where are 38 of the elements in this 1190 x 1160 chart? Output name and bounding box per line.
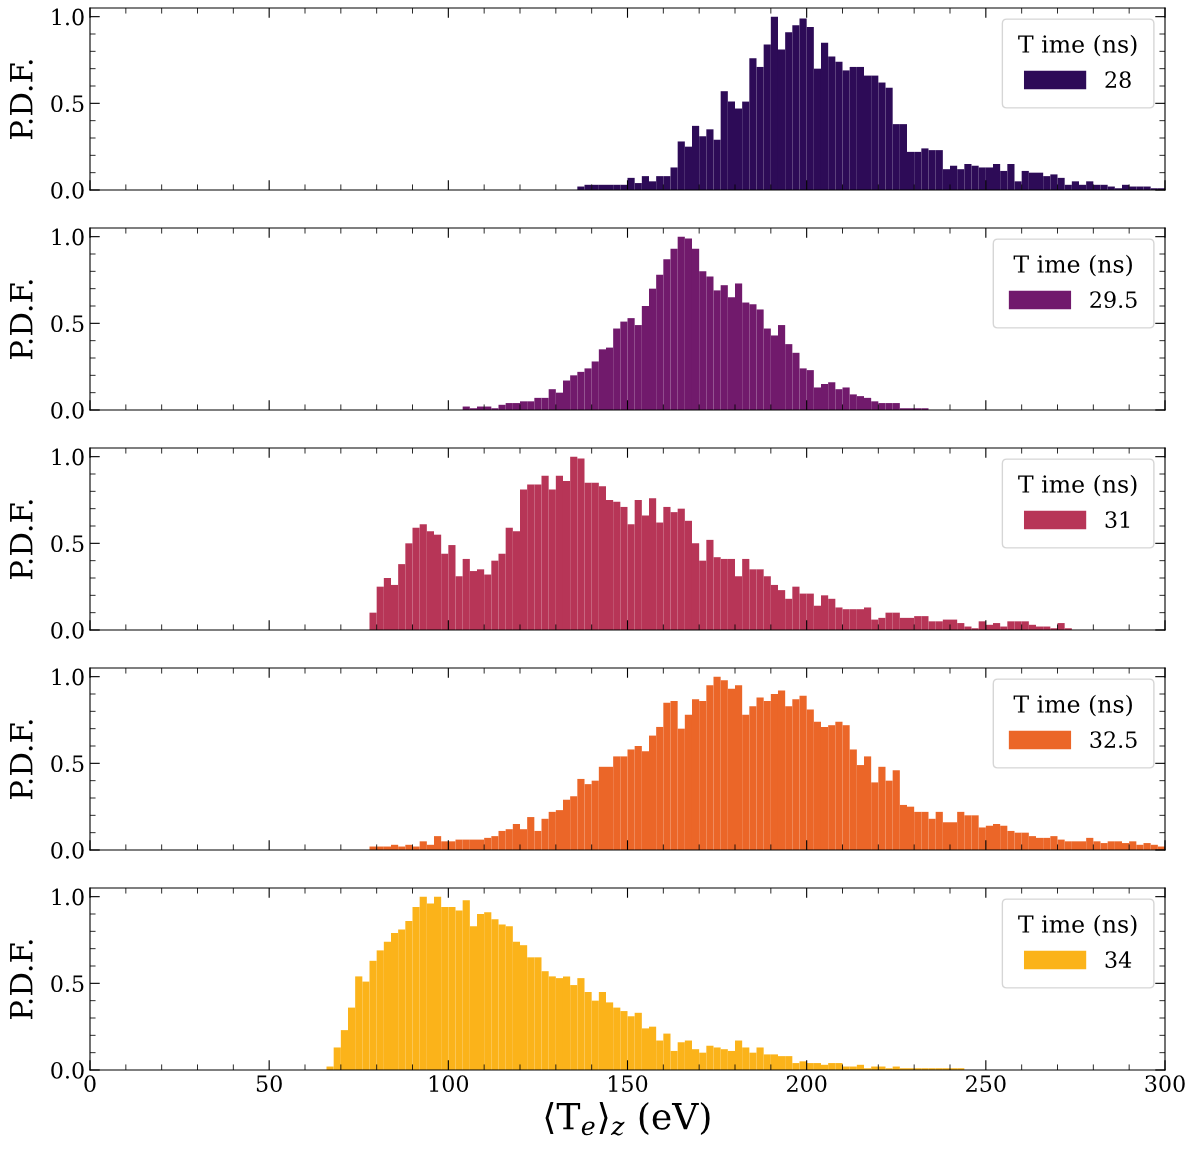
x-tick-label: 150 xyxy=(609,1075,648,1093)
y-axis-title: P.D.F. xyxy=(10,940,33,1019)
y-axis-title: P.D.F. xyxy=(10,60,33,139)
x-tick-label: 200 xyxy=(786,1075,827,1093)
y-axis-title: P.D.F. xyxy=(10,720,33,799)
legend-label: 28 xyxy=(1105,71,1131,89)
y-tick-label: 0.0 xyxy=(51,621,84,639)
y-tick-label: 1.0 xyxy=(52,888,84,906)
legend-title: T ime (ns) xyxy=(1013,254,1132,277)
legend-label: 29.5 xyxy=(1090,291,1137,309)
legend-label: 32.5 xyxy=(1090,731,1137,749)
legend-title: T ime (ns) xyxy=(1013,694,1132,717)
x-tick-label: 50 xyxy=(256,1075,282,1093)
legend-label: 31 xyxy=(1105,511,1130,529)
y-tick-label: 1.0 xyxy=(52,668,84,686)
x-tick-label: 250 xyxy=(966,1075,1006,1093)
y-tick-label: 0.0 xyxy=(51,841,84,859)
y-tick-label: 0.0 xyxy=(51,1061,84,1079)
x-axis-title: ⟨T$_{e}$⟩$_{z}$ (eV) xyxy=(545,1101,710,1136)
legend-label: 34 xyxy=(1105,951,1132,969)
y-axis-title: P.D.F. xyxy=(10,280,33,359)
y-tick-label: 0.5 xyxy=(51,95,84,113)
x-tick-label: 100 xyxy=(429,1075,469,1093)
y-axis-title: P.D.F. xyxy=(10,500,33,579)
x-tick-label: 300 xyxy=(1145,1075,1185,1093)
y-tick-label: 0.0 xyxy=(51,401,84,419)
x-tick-label: 0 xyxy=(84,1075,96,1093)
y-tick-label: 0.5 xyxy=(51,315,84,333)
y-tick-label: 1.0 xyxy=(52,448,84,466)
legend-title: T ime (ns) xyxy=(1018,474,1137,497)
y-tick-label: 0.5 xyxy=(51,975,84,993)
y-tick-label: 0.5 xyxy=(51,755,84,773)
y-tick-label: 0.5 xyxy=(51,535,84,553)
y-tick-label: 0.0 xyxy=(51,181,84,199)
legend-title: T ime (ns) xyxy=(1018,914,1137,937)
y-tick-label: 1.0 xyxy=(52,8,84,26)
y-tick-label: 1.0 xyxy=(52,228,84,246)
legend-title: T ime (ns) xyxy=(1018,34,1137,57)
